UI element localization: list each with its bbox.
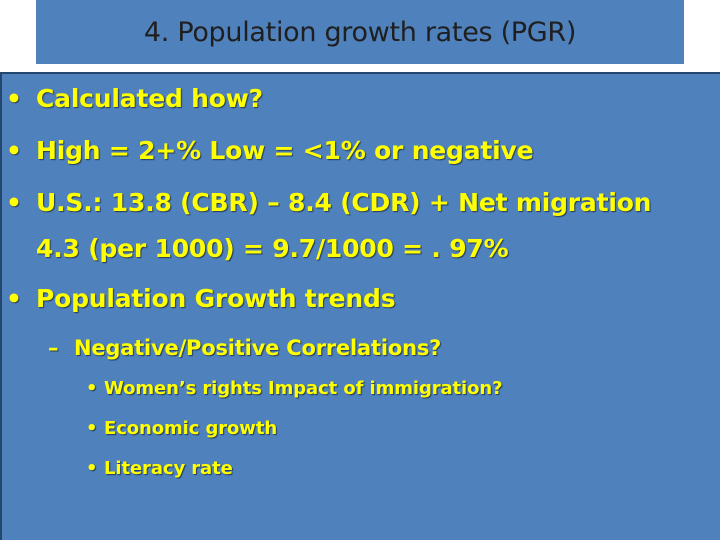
subsub-womens-rights: Women’s rights Impact of immigration?	[104, 378, 503, 399]
bullet-marker: •	[6, 136, 22, 165]
bullet-marker: •	[86, 458, 98, 479]
title-bar: 4. Population growth rates (PGR)	[36, 0, 684, 64]
bullet-us-calc-continued: 4.3 (per 1000) = 9.7/1000 = . 97%	[36, 234, 509, 263]
subsub-economic-growth: Economic growth	[104, 418, 278, 439]
bullet-marker: •	[6, 188, 22, 217]
bullet-calculated: Calculated how?	[36, 84, 263, 113]
dash-marker: –	[48, 336, 59, 360]
slide-title: 4. Population growth rates (PGR)	[143, 16, 577, 48]
content-panel: • Calculated how? • High = 2+% Low = <1%…	[0, 72, 720, 540]
bullet-marker: •	[86, 418, 98, 439]
subbullet-correlations: Negative/Positive Correlations?	[74, 336, 442, 360]
bullet-us-calc: U.S.: 13.8 (CBR) – 8.4 (CDR) + Net migra…	[36, 188, 652, 217]
subsub-literacy-rate: Literacy rate	[104, 458, 233, 479]
bullet-marker: •	[6, 284, 22, 313]
bullet-growth-trends: Population Growth trends	[36, 284, 396, 313]
bullet-marker: •	[86, 378, 98, 399]
bullet-marker: •	[6, 84, 22, 113]
bullet-high-low: High = 2+% Low = <1% or negative	[36, 136, 534, 165]
